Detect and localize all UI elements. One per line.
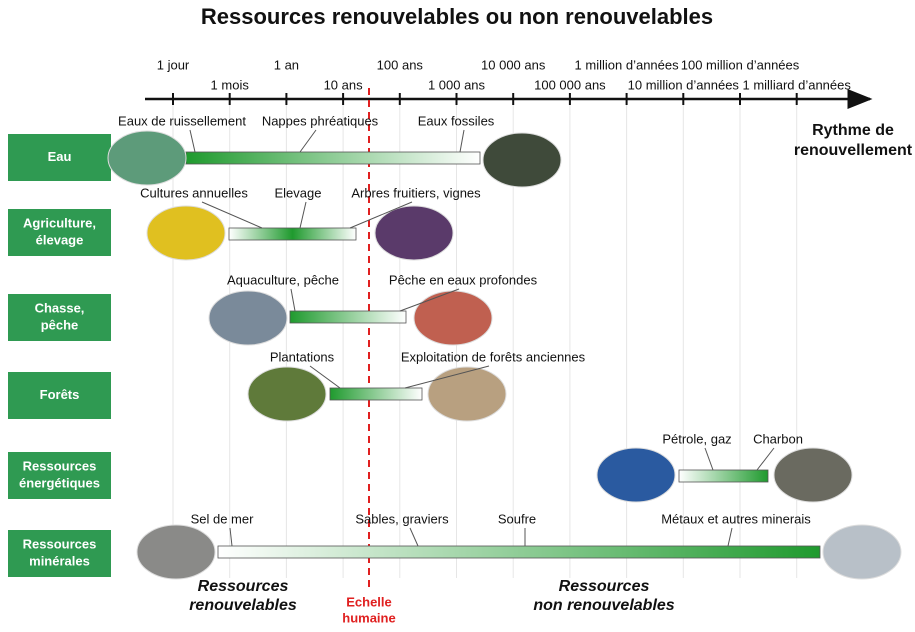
leader-line [300, 130, 316, 152]
range-bar [218, 546, 820, 558]
leader-line [757, 448, 774, 470]
tick-label: 1 jour [157, 57, 190, 72]
item-label: Sables, graviers [355, 511, 449, 526]
category-label: minérales [29, 553, 90, 568]
item-label: Soufre [498, 511, 536, 526]
photo [483, 133, 561, 187]
tick-label: 100 000 ans [534, 77, 606, 92]
leader-line [190, 130, 195, 152]
category-label: Agriculture, [23, 215, 96, 230]
photo [414, 291, 492, 345]
renewable-label: renouvelables [189, 597, 297, 614]
tick-label: 1 000 ans [428, 77, 486, 92]
item-label: Eaux de ruissellement [118, 113, 246, 128]
item-label: Aquaculture, pêche [227, 272, 339, 287]
title: Ressources renouvelables ou non renouvel… [201, 4, 713, 29]
item-label: Cultures annuelles [140, 185, 248, 200]
tick-label: 10 ans [324, 77, 364, 92]
category-label: Chasse, [35, 300, 85, 315]
photo [428, 367, 506, 421]
photo [147, 206, 225, 260]
tick-label: 1 milliard d’années [742, 77, 851, 92]
item-label: Arbres fruitiers, vignes [351, 185, 481, 200]
photo [774, 448, 852, 502]
range-bar [186, 152, 480, 164]
human-scale-label: humaine [342, 610, 395, 625]
item-label: Eaux fossiles [418, 113, 495, 128]
item-label: Métaux et autres minerais [661, 511, 811, 526]
leader-line [410, 528, 418, 546]
item-label: Pétrole, gaz [662, 431, 731, 446]
diagram: Ressources renouvelables ou non renouvel… [0, 0, 915, 627]
item-label: Elevage [275, 185, 322, 200]
item-label: Plantations [270, 349, 335, 364]
tick-label: 1 an [274, 57, 299, 72]
human-scale-label: Echelle [346, 594, 392, 609]
axis-label: renouvellement [794, 142, 913, 159]
range-bar [229, 228, 356, 240]
leader-line [728, 528, 732, 546]
non-renewable-label: Ressources [559, 578, 650, 595]
photo [209, 291, 287, 345]
item-label: Charbon [753, 431, 803, 446]
non-renewable-label: non renouvelables [533, 597, 674, 614]
item-label: Pêche en eaux profondes [389, 272, 538, 287]
range-bar [330, 388, 422, 400]
category-label: pêche [41, 317, 79, 332]
photo [137, 525, 215, 579]
category-label: Forêts [40, 387, 80, 402]
axis-label: Rythme de [812, 122, 894, 139]
tick-label: 1 million d’années [575, 57, 680, 72]
tick-label: 1 mois [211, 77, 250, 92]
leader-line [300, 202, 306, 228]
leader-line [705, 448, 713, 470]
tick-label: 10 million d’années [628, 77, 740, 92]
category-label: énergétiques [19, 475, 100, 490]
item-label: Nappes phréatiques [262, 113, 379, 128]
item-label: Exploitation de forêts anciennes [401, 349, 586, 364]
leader-line [460, 130, 464, 152]
photo [375, 206, 453, 260]
category-label: Ressources [23, 458, 97, 473]
photo [823, 525, 901, 579]
item-label: Sel de mer [191, 511, 255, 526]
tick-label: 100 million d’années [681, 57, 800, 72]
renewable-label: Ressources [198, 578, 289, 595]
tick-label: 100 ans [377, 57, 424, 72]
category-label: Eau [48, 149, 72, 164]
leader-line [291, 289, 295, 311]
tick-label: 10 000 ans [481, 57, 546, 72]
photo [248, 367, 326, 421]
range-bar [679, 470, 768, 482]
range-bar [290, 311, 406, 323]
category-label: élevage [36, 232, 84, 247]
leader-line [230, 528, 232, 546]
category-label: Ressources [23, 536, 97, 551]
photo [597, 448, 675, 502]
photo [108, 131, 186, 185]
